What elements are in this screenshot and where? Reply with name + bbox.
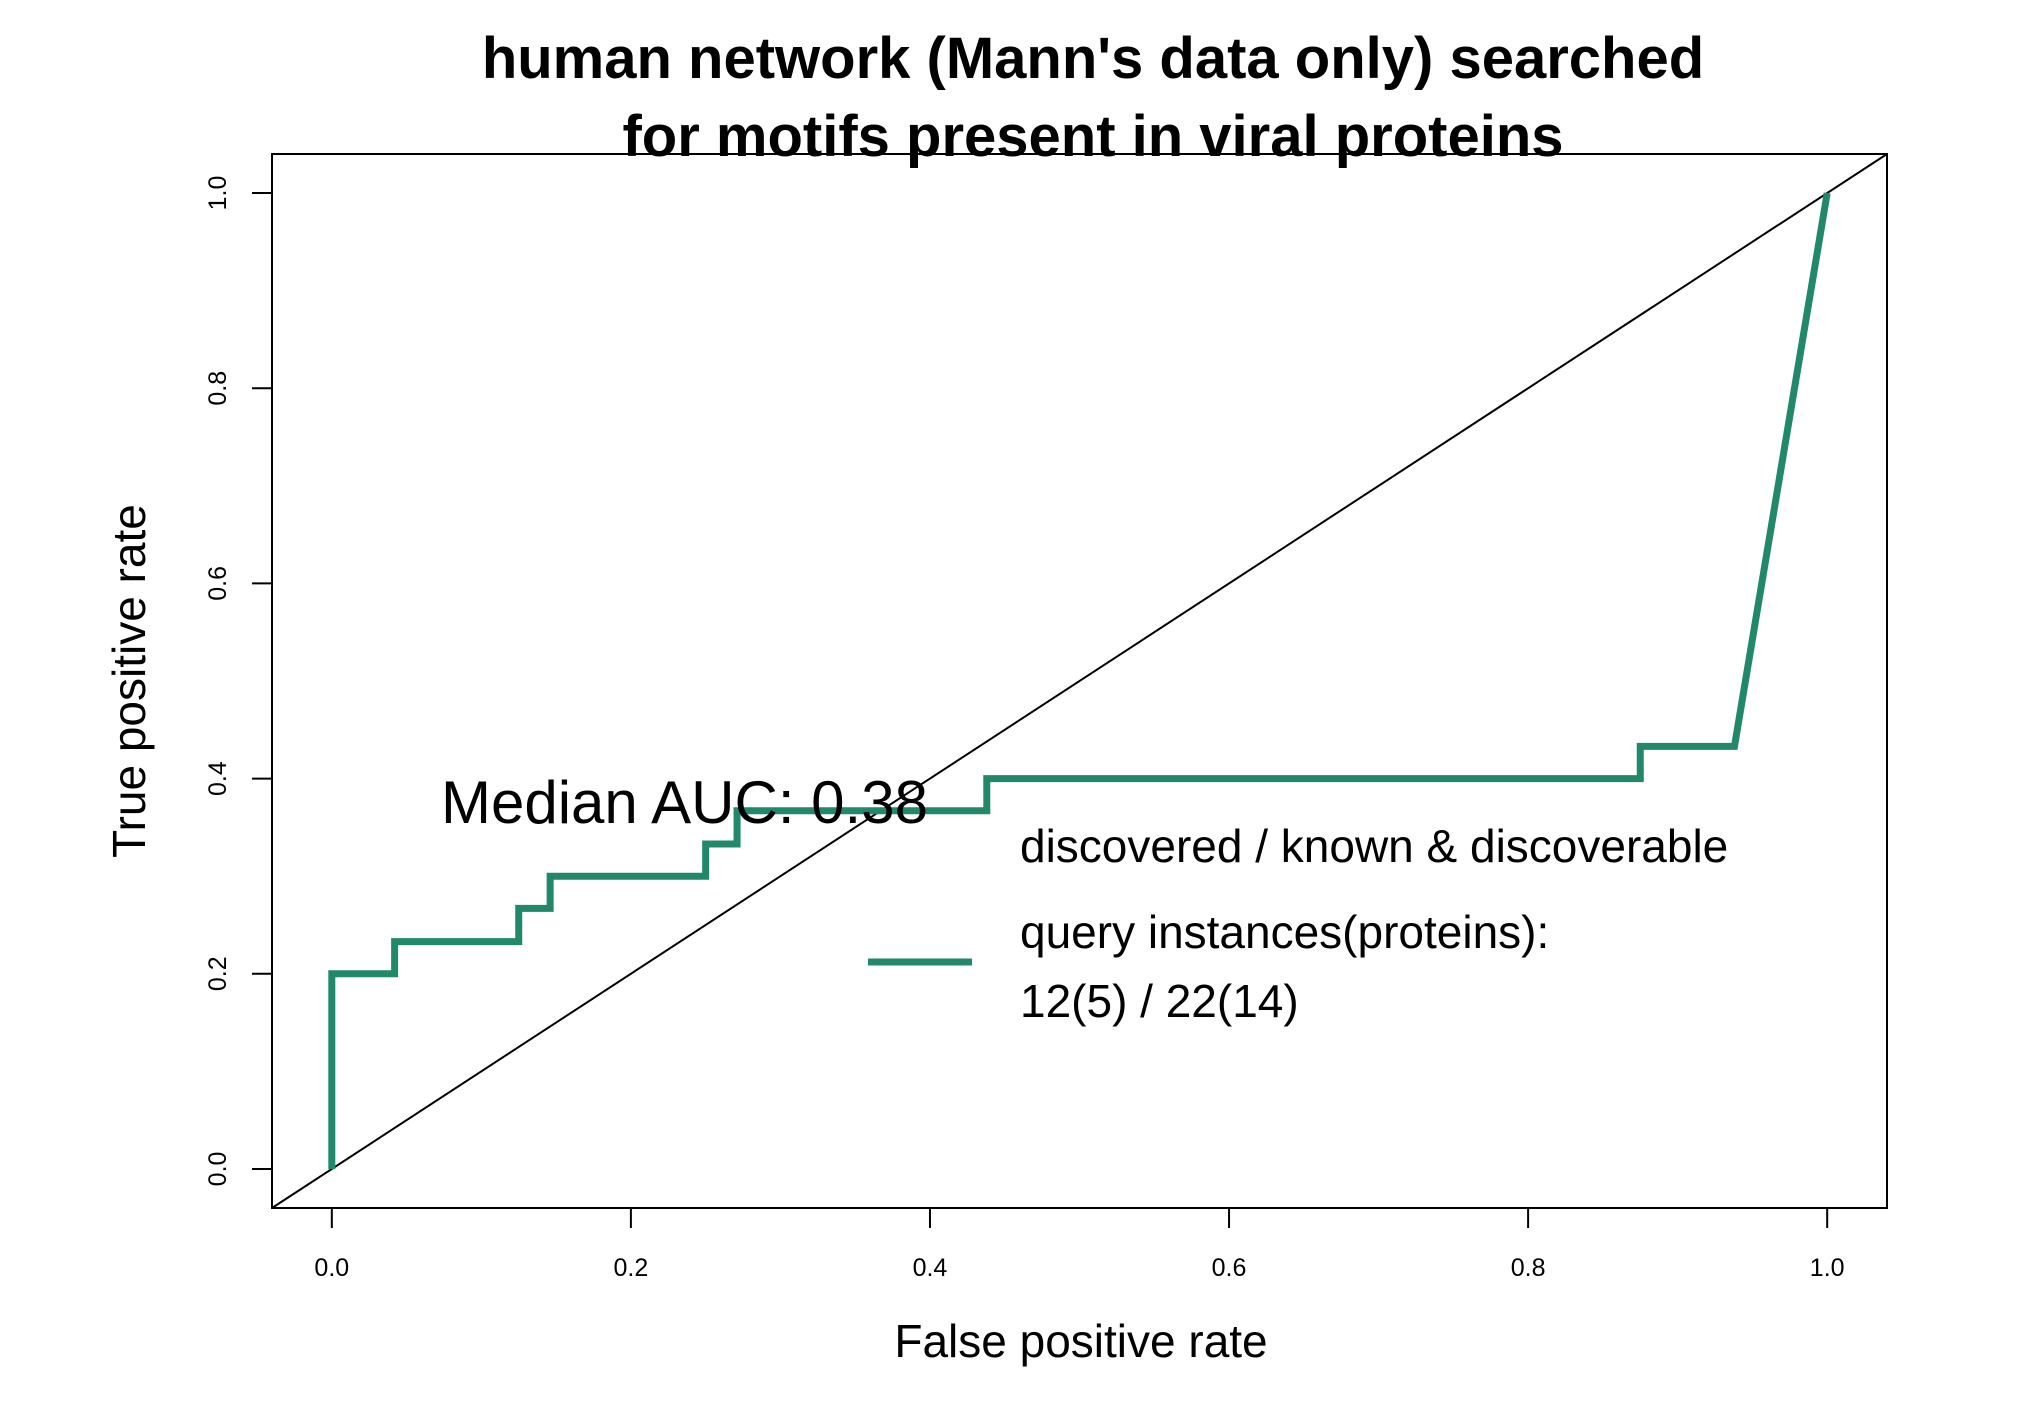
x-tick-label: 0.4 — [913, 1254, 948, 1282]
chart-title-line: human network (Mann's data only) searche… — [482, 26, 1704, 91]
x-tick-label: 1.0 — [1810, 1254, 1845, 1282]
legend-header: discovered / known & discoverable — [1020, 820, 1728, 872]
chart-title: human network (Mann's data only) searche… — [482, 26, 1704, 169]
y-axis: 0.0 0.2 0.4 0.6 0.8 1.0 — [204, 176, 273, 1187]
x-tick-label: 0.0 — [314, 1254, 349, 1282]
x-tick-label: 0.8 — [1511, 1254, 1546, 1282]
y-axis-label: True positive rate — [103, 504, 155, 858]
x-axis-label: False positive rate — [894, 1315, 1267, 1367]
median-auc-annotation: Median AUC: 0.38 — [441, 769, 928, 836]
chart-title-line: for motifs present in viral proteins — [622, 104, 1563, 169]
diagonal-reference-line — [271, 153, 1888, 1209]
roc-curve-line — [328, 192, 1831, 1169]
y-tick-label: 0.6 — [204, 566, 232, 601]
y-tick-label: 1.0 — [204, 176, 232, 211]
y-tick-label: 0.2 — [204, 956, 232, 991]
y-tick-label: 0.0 — [204, 1152, 232, 1187]
series-group — [328, 192, 1831, 1169]
y-tick-label: 0.4 — [204, 761, 232, 796]
legend-entry-line: query instances(proteins): — [1020, 906, 1549, 958]
x-tick-label: 0.2 — [614, 1254, 649, 1282]
x-tick-label: 0.6 — [1212, 1254, 1247, 1282]
legend: discovered / known & discoverable query i… — [868, 820, 1728, 1027]
y-tick-label: 0.8 — [204, 371, 232, 406]
legend-entry-line: 12(5) / 22(14) — [1020, 975, 1299, 1027]
x-axis: 0.0 0.2 0.4 0.6 0.8 1.0 — [314, 1207, 1845, 1282]
